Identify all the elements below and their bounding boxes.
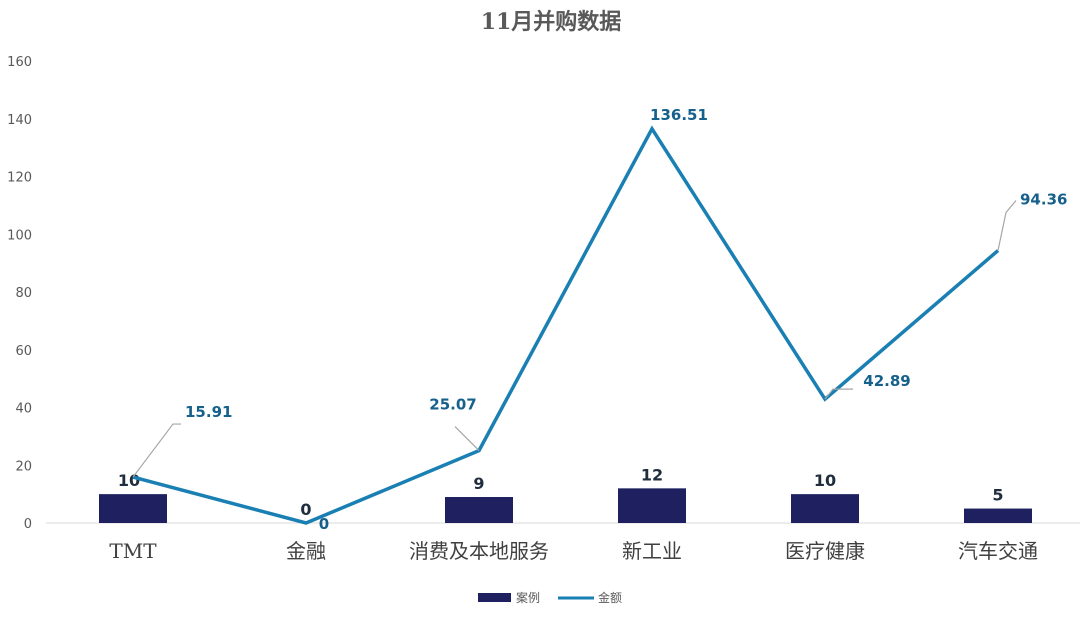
chart-title: 11月并购数据 (481, 9, 622, 35)
x-tick-label: 金融 (286, 539, 326, 563)
legend: 案例 金额 (478, 590, 622, 605)
x-tick-label: 医疗健康 (785, 539, 865, 563)
y-tick-label: 80 (15, 286, 32, 301)
legend-swatch-bar (478, 593, 511, 602)
leader-line (997, 200, 1017, 251)
bar (445, 497, 513, 523)
y-tick-label: 60 (15, 344, 32, 359)
line-data-label: 15.91 (185, 403, 232, 421)
x-axis: TMT 金融 消费及本地服务 新工业 医疗健康 汽车交通 (109, 539, 1038, 563)
bar (99, 494, 167, 523)
bar-data-label: 0 (300, 500, 311, 519)
line-data-label: 94.36 (1020, 191, 1067, 209)
legend-label-bar: 案例 (516, 590, 540, 605)
bar-series: 10 0 9 12 10 5 (99, 465, 1032, 523)
bar (964, 508, 1032, 523)
line-series: 15.91 0 25.07 136.51 42.89 94.36 (132, 106, 1067, 533)
y-axis: 0 20 40 60 80 100 120 140 160 (7, 55, 32, 532)
line-data-label: 25.07 (429, 396, 476, 414)
line-data-label: 136.51 (650, 106, 708, 124)
leader-line (132, 423, 181, 478)
y-tick-label: 40 (15, 402, 32, 417)
x-tick-label: 消费及本地服务 (409, 539, 549, 563)
leader-line (454, 426, 480, 452)
y-tick-label: 0 (24, 517, 32, 532)
y-tick-label: 100 (7, 228, 32, 243)
line-path (132, 125, 1000, 525)
bar (618, 488, 686, 523)
legend-label-line: 金额 (598, 590, 622, 605)
x-tick-label: TMT (109, 539, 157, 563)
bar-data-label: 10 (814, 471, 836, 490)
bar-data-label: 12 (641, 465, 663, 484)
bar-data-label: 9 (473, 474, 484, 493)
bar-data-label: 5 (992, 486, 1003, 505)
y-tick-label: 120 (7, 171, 32, 186)
leader-line (824, 388, 853, 400)
bar (791, 494, 859, 523)
x-tick-label: 新工业 (622, 539, 682, 563)
y-tick-label: 160 (7, 55, 32, 70)
y-tick-label: 140 (7, 113, 32, 128)
y-tick-label: 20 (15, 459, 32, 474)
line-data-label: 0 (319, 515, 329, 533)
bar-data-label: 10 (118, 471, 140, 490)
x-tick-label: 汽车交通 (958, 539, 1038, 563)
line-data-label: 42.89 (863, 372, 910, 390)
